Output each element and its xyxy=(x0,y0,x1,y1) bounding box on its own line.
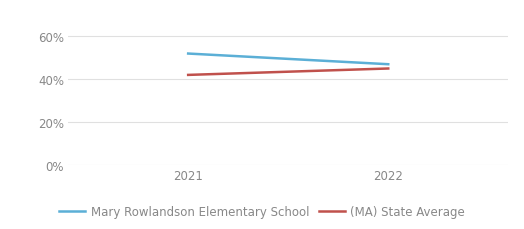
(MA) State Average xyxy=(185,74,191,77)
Line: (MA) State Average: (MA) State Average xyxy=(188,69,388,76)
Mary Rowlandson Elementary School xyxy=(385,64,391,66)
Mary Rowlandson Elementary School xyxy=(185,53,191,56)
Line: Mary Rowlandson Elementary School: Mary Rowlandson Elementary School xyxy=(188,54,388,65)
Legend: Mary Rowlandson Elementary School, (MA) State Average: Mary Rowlandson Elementary School, (MA) … xyxy=(54,201,470,223)
(MA) State Average xyxy=(385,68,391,71)
